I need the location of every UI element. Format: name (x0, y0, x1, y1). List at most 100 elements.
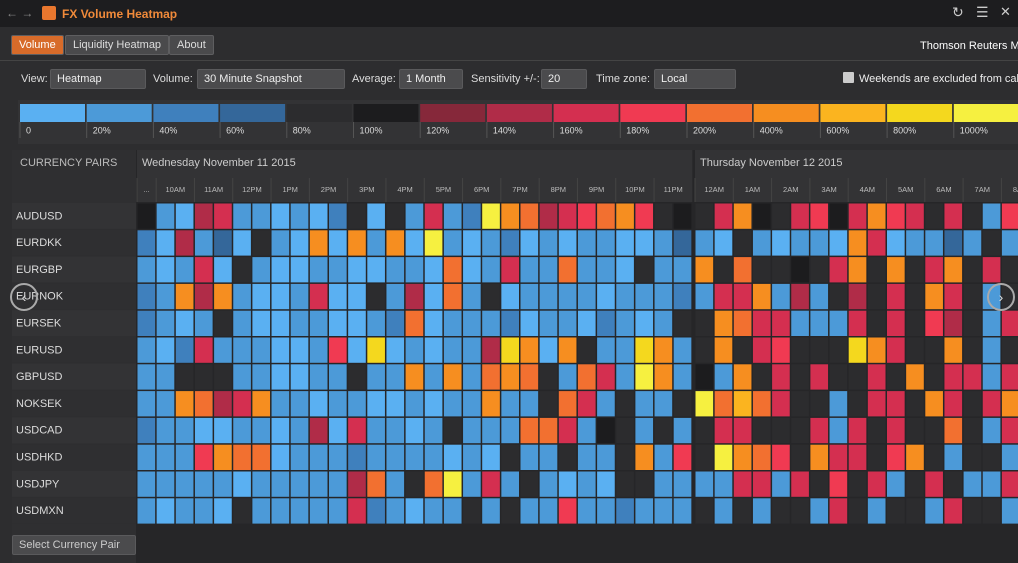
heat-cell (597, 203, 615, 229)
heat-cell (733, 498, 752, 524)
pair-label: EURDKK (16, 237, 63, 249)
heat-cell (654, 471, 673, 497)
heat-cell (309, 391, 328, 417)
time-label: 5PM (436, 185, 451, 194)
heat-cell (367, 337, 385, 363)
heat-cell (635, 203, 654, 229)
pair-select[interactable]: Select Currency Pair (12, 535, 136, 555)
heat-cell (271, 444, 290, 470)
row-label-bg (12, 363, 136, 390)
timezone-select[interactable]: Local (654, 69, 736, 89)
heat-cell (194, 283, 213, 310)
legend-swatch (353, 104, 419, 122)
heat-cell (463, 444, 481, 470)
close-icon[interactable]: ✕ (1000, 4, 1011, 19)
average-select[interactable]: 1 Month (399, 69, 463, 89)
heat-cell (714, 471, 733, 497)
tab[interactable]: Volume (11, 35, 64, 55)
legend-label: 0 (26, 125, 31, 135)
heat-cell (214, 337, 232, 363)
heat-cell (348, 230, 366, 256)
heat-cell (925, 230, 943, 256)
scroll-right[interactable]: › (987, 283, 1015, 311)
heat-cell (906, 444, 924, 470)
heat-cell (867, 230, 886, 256)
pair-label: USDCAD (16, 425, 63, 437)
legend-label: 200% (693, 125, 716, 135)
heat-cell (175, 417, 194, 444)
heat-cell (214, 498, 232, 524)
sensitivity-select[interactable]: 20 (541, 69, 587, 89)
tab[interactable]: Liquidity Heatmap (65, 35, 170, 55)
heat-cell (635, 337, 654, 363)
row-label-bg (12, 444, 136, 470)
pair-label: USDJPY (16, 478, 60, 490)
heat-cell (654, 498, 673, 524)
heat-cell (233, 471, 251, 497)
view-select[interactable]: Heatmap (50, 69, 146, 89)
heat-cell (963, 391, 982, 417)
heat-cell (558, 471, 577, 497)
heat-cell (733, 391, 752, 417)
heat-cell (348, 364, 366, 390)
heat-cell (673, 283, 692, 310)
heat-cell (944, 444, 963, 470)
tab[interactable]: About (169, 35, 214, 55)
heat-cell (367, 498, 385, 524)
heat-cell (539, 310, 558, 336)
heat-cell (616, 364, 634, 390)
time-label: 6AM (936, 185, 951, 194)
heat-cell (405, 417, 424, 444)
heat-cell (673, 257, 692, 283)
heat-cell (194, 203, 213, 229)
heat-cell (501, 498, 519, 524)
heat-cell (654, 391, 673, 417)
heat-cell (348, 498, 366, 524)
heat-cell (367, 257, 385, 283)
time-label: 2PM (321, 185, 336, 194)
heat-cell (348, 417, 366, 444)
heat-cell (616, 391, 634, 417)
legend-label: 400% (760, 125, 783, 135)
row-label-bg (12, 337, 136, 363)
heat-cell (252, 498, 271, 524)
heat-cell (982, 417, 1001, 444)
refresh-icon[interactable]: ↻ (952, 4, 964, 20)
heat-cell (577, 391, 596, 417)
heat-cell (520, 444, 539, 470)
heat-cell (137, 498, 156, 524)
heat-cell (558, 230, 577, 256)
scroll-left[interactable]: ‹ (10, 283, 38, 311)
heat-cell (577, 417, 596, 444)
heat-cell (175, 498, 194, 524)
row-label-bg (12, 390, 136, 417)
volume-select[interactable]: 30 Minute Snapshot (197, 69, 345, 89)
nav-arrows[interactable]: ← → (6, 6, 34, 20)
heat-cell (1001, 257, 1018, 283)
heat-cell (348, 337, 366, 363)
heat-cell (791, 257, 809, 283)
heat-cell (733, 203, 752, 229)
heat-cell (906, 471, 924, 497)
heat-cell (271, 417, 290, 444)
pair-label: GBPUSD (16, 371, 63, 383)
heat-cell (175, 310, 194, 336)
heat-cell (214, 444, 232, 470)
heat-cell (367, 230, 385, 256)
heat-cell (482, 257, 500, 283)
heat-cell (348, 257, 366, 283)
heat-cell (252, 391, 271, 417)
heat-cell (810, 203, 829, 229)
heat-cell (501, 230, 519, 256)
heat-cell (887, 498, 905, 524)
heat-cell (772, 391, 790, 417)
menu-icon[interactable]: ☰ (976, 4, 989, 20)
heat-cell (695, 444, 714, 470)
heat-cell (925, 203, 943, 229)
heat-cell (290, 444, 309, 470)
heat-cell (925, 391, 943, 417)
heat-cell (463, 310, 481, 336)
heat-cell (654, 364, 673, 390)
heat-cell (252, 257, 271, 283)
heat-cell (175, 391, 194, 417)
